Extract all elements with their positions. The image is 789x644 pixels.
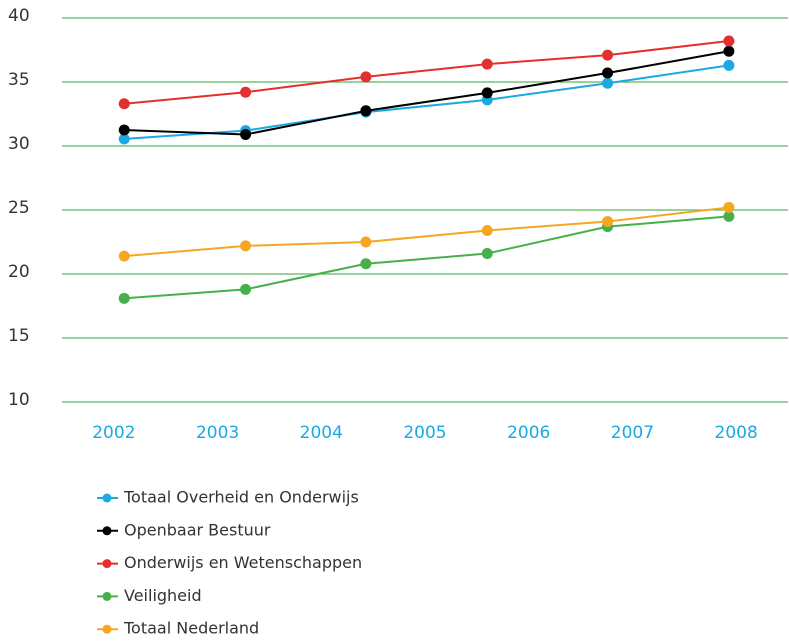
legend-label: Totaal Nederland xyxy=(123,619,259,638)
data-point xyxy=(360,71,372,83)
data-point xyxy=(240,240,252,252)
data-point xyxy=(118,98,130,110)
series-line xyxy=(124,50,730,136)
x-tick-label: 2008 xyxy=(715,423,758,443)
data-point xyxy=(118,292,130,304)
y-tick-label: 25 xyxy=(8,198,30,218)
data-point xyxy=(723,201,735,213)
data-point xyxy=(118,124,130,136)
data-point xyxy=(723,59,735,71)
data-point xyxy=(118,250,130,262)
legend-marker xyxy=(102,559,112,569)
x-tick-label: 2003 xyxy=(196,423,239,443)
y-tick-label: 10 xyxy=(8,390,30,410)
legend-marker xyxy=(102,624,112,634)
legend-marker xyxy=(102,493,112,503)
y-tick-label: 15 xyxy=(8,326,30,346)
data-point xyxy=(602,77,614,89)
y-tick-label: 35 xyxy=(8,70,30,90)
data-point xyxy=(723,210,735,222)
data-point xyxy=(602,49,614,61)
legend-marker xyxy=(102,526,112,536)
series-line xyxy=(124,40,729,105)
data-point xyxy=(481,58,493,70)
series-line xyxy=(124,64,730,140)
data-point xyxy=(360,236,372,248)
legend-label: Veiligheid xyxy=(124,586,202,605)
legend-label: Openbaar Bestuur xyxy=(124,520,271,539)
legend-label: Totaal Overheid en Onderwijs xyxy=(123,488,359,507)
data-point xyxy=(602,216,614,228)
x-tick-label: 2007 xyxy=(611,423,654,443)
data-point xyxy=(240,86,252,98)
data-point xyxy=(240,283,252,295)
x-tick-label: 2004 xyxy=(300,423,343,443)
series-line xyxy=(124,206,729,258)
series-line xyxy=(124,215,729,300)
data-point xyxy=(723,45,735,57)
x-tick-label: 2006 xyxy=(507,423,550,443)
legend-label: Onderwijs en Wetenschappen xyxy=(124,553,362,572)
y-tick-label: 30 xyxy=(8,134,30,154)
y-tick-label: 40 xyxy=(8,6,30,26)
legend-marker xyxy=(102,591,112,601)
data-point xyxy=(118,133,130,145)
data-point xyxy=(360,105,372,117)
data-point xyxy=(723,35,735,47)
data-point xyxy=(360,258,372,270)
data-point xyxy=(481,248,493,260)
data-point xyxy=(602,67,614,79)
data-point xyxy=(481,224,493,236)
x-tick-label: 2002 xyxy=(92,423,135,443)
y-tick-label: 20 xyxy=(8,262,30,282)
x-tick-label: 2005 xyxy=(403,423,446,443)
data-point xyxy=(240,128,252,140)
data-point xyxy=(481,87,493,99)
